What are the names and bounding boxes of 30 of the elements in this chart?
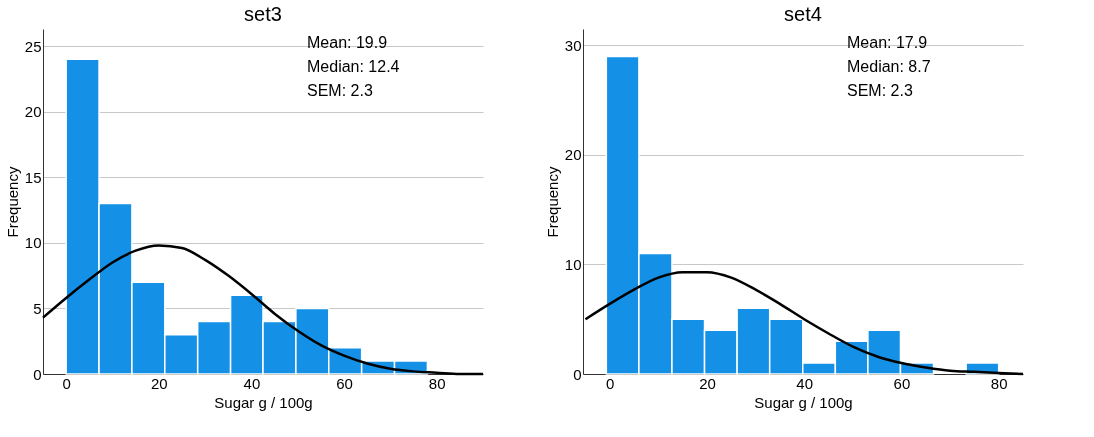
x-tick-label: 80 (428, 374, 446, 392)
x-tick-label: 80 (990, 374, 1008, 392)
x-tick-label: 60 (893, 374, 911, 392)
y-tick-label: 30 (564, 36, 582, 54)
annotation: SEM: 2.3 (307, 82, 373, 99)
x-tick-label: 20 (150, 374, 168, 392)
chart-title: set3 (244, 3, 282, 25)
x-tick-label: 60 (336, 374, 353, 392)
y-tick-label: 25 (24, 37, 42, 55)
annotation: Median: 12.4 (307, 58, 400, 75)
x-axis-title: Sugar g / 100g (214, 393, 313, 411)
x-tick-label: 0 (62, 374, 71, 392)
annotation: SEM: 2.3 (847, 82, 913, 99)
x-tick-label: 40 (243, 374, 261, 392)
y-tick-label: 10 (24, 234, 42, 252)
x-tick-label: 0 (606, 374, 615, 392)
annotation: Mean: 19.9 (307, 34, 388, 51)
y-tick-label: 5 (33, 299, 42, 317)
y-axis-title: Frequency (543, 166, 561, 238)
x-tick-label: 20 (699, 374, 716, 392)
y-tick-label: 20 (564, 146, 582, 164)
y-tick-label: 15 (24, 168, 42, 186)
y-axis-title: Frequency (3, 166, 21, 238)
annotation: Median: 8.7 (847, 58, 931, 75)
y-tick-label: 20 (24, 103, 42, 121)
y-tick-label: 10 (564, 255, 582, 273)
x-axis-title: Sugar g / 100g (754, 393, 853, 411)
x-tick-label: 40 (796, 374, 814, 392)
annotation: Mean: 17.9 (847, 34, 928, 51)
chart-title: set4 (784, 3, 822, 25)
